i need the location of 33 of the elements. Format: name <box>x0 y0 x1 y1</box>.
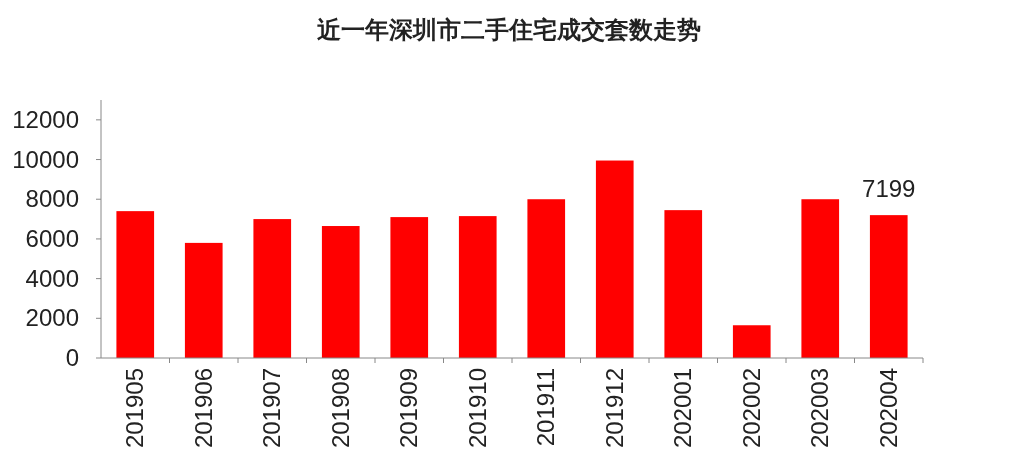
y-tick-label: 2000 <box>25 304 79 332</box>
y-tick-label: 0 <box>65 344 79 371</box>
bar <box>458 216 497 358</box>
x-tick-label: 201906 <box>189 368 217 449</box>
bar <box>869 215 908 358</box>
bar <box>595 160 634 358</box>
x-tick-label: 202001 <box>669 368 697 449</box>
x-tick-label: 202002 <box>737 368 765 449</box>
bar <box>321 226 360 358</box>
x-tick-label: 201907 <box>258 368 286 449</box>
x-tick-label: 201909 <box>395 368 423 449</box>
x-tick-label: 202004 <box>874 368 902 449</box>
bar <box>253 219 292 358</box>
y-tick-label: 6000 <box>25 224 79 252</box>
y-tick-label: 10000 <box>12 145 79 173</box>
x-tick-label: 201911 <box>532 368 560 447</box>
bar <box>390 217 429 358</box>
x-tick-label: 201908 <box>326 368 354 449</box>
data-label: 7199 <box>862 175 916 203</box>
x-tick-label: 201905 <box>121 368 149 449</box>
y-tick-label: 12000 <box>12 105 79 133</box>
x-tick-label: 201910 <box>463 368 491 449</box>
bar <box>664 210 703 358</box>
y-tick-label: 8000 <box>25 185 79 213</box>
bar <box>527 199 566 358</box>
bar <box>116 211 155 358</box>
x-tick-label: 202003 <box>806 368 834 449</box>
bar <box>184 242 223 358</box>
chart-title: 近一年深圳市二手住宅成交套数走势 <box>316 16 701 43</box>
bar <box>732 325 771 358</box>
x-tick-label: 201912 <box>600 368 628 449</box>
y-tick-label: 4000 <box>25 264 79 292</box>
bar <box>801 199 840 358</box>
